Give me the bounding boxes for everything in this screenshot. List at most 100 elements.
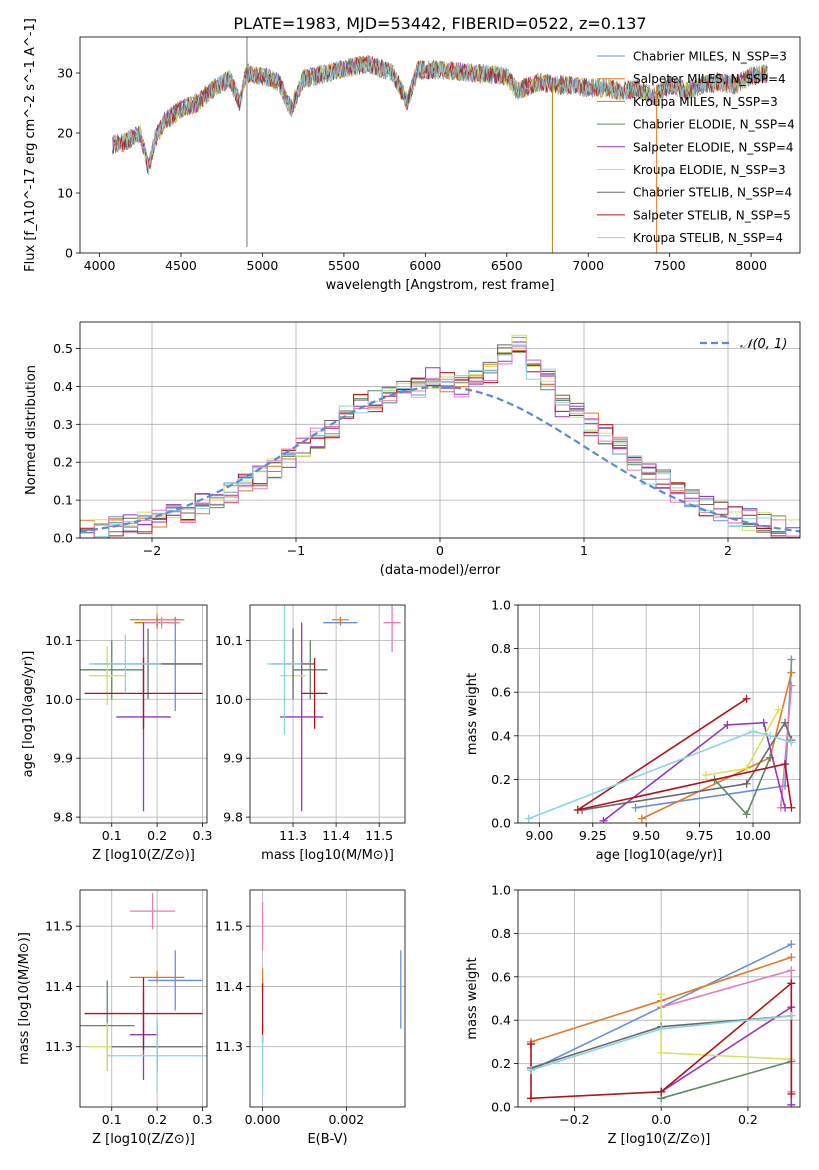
axes-mass-vs-Z: 0.1 0.2 0.3 11.3 11.4 11.5 Z [log10(Z/Z⊙)] mass…	[17, 889, 213, 1147]
x-axis-label: age [log10(age/yr)]	[596, 848, 723, 863]
weight-marker	[573, 805, 582, 814]
weight-marker	[657, 1087, 666, 1096]
y-tick-label: 11.3	[215, 1039, 243, 1054]
axes-mass-vs-EBV: 0.000 0.002 11.3 11.4 11.5 E(B-V)	[215, 889, 406, 1147]
y-tick-label: 0.2	[53, 455, 73, 470]
legend-label: Kroupa MILES, N_SSP=3	[633, 95, 778, 109]
grid-age-vs-Z	[80, 605, 207, 823]
y-axis-label: age [log10(age/yr)]	[21, 651, 36, 778]
grid-age-vs-mass	[250, 605, 405, 823]
axes-residual-histogram: −2 −1 0 1 2 0.0 0.1 0.2 0.3 0.4 0.5 (data-model)/er…	[24, 321, 801, 578]
y-tick-label: 10.0	[215, 692, 243, 707]
grid-mass-weight-vs-age	[518, 604, 800, 824]
axes-frame	[249, 604, 406, 824]
x-axis-label: Z [log10(Z/Z⊙)]	[92, 848, 195, 863]
weight-marker	[781, 760, 790, 769]
y-axis-label: Flux [f_λ10^-17 erg cm^-2 s^-1 A^-1]	[23, 18, 38, 272]
weight-marker	[749, 727, 757, 736]
x-tick-label: 0.002	[328, 1112, 364, 1127]
x-tick-label: 7000	[572, 258, 604, 273]
weight-marker	[787, 655, 796, 664]
y-tick-label: 0.0	[491, 816, 511, 831]
weight-line	[528, 730, 792, 820]
spectrum-line-kroupa-stelib	[112, 54, 768, 175]
weight-marker	[599, 816, 608, 823]
y-tick-label: 11.4	[45, 979, 73, 994]
axes-spectrum: 4000 4500 5000 5500 6000 6500 7000 7500 8000 0 10 2…	[23, 18, 801, 293]
histogram-step	[80, 346, 800, 538]
y-tick-label: 0.2	[491, 772, 511, 787]
weight-marker	[527, 1040, 536, 1049]
plot-area-age-vs-Z	[80, 613, 203, 812]
axes-frame	[249, 889, 406, 1108]
errorbar-point	[301, 658, 328, 729]
weight-marker	[657, 1048, 666, 1057]
x-tick-label: 0.000	[245, 1112, 281, 1127]
weight-line	[660, 969, 793, 1092]
legend-label: Chabrier ELODIE, N_SSP=4	[633, 118, 795, 132]
weight-marker	[787, 966, 796, 975]
weight-marker	[631, 803, 640, 812]
y-tick-label: 11.3	[45, 1039, 73, 1054]
weight-marker	[742, 694, 751, 703]
x-tick-label: 11.4	[322, 828, 350, 843]
errorbar-point	[89, 634, 162, 694]
legend-label: Kroupa ELODIE, N_SSP=3	[633, 163, 786, 177]
weight-marker	[702, 771, 710, 780]
errorbar-point	[80, 640, 144, 700]
weight-marker	[657, 1024, 666, 1033]
legend-label: 𝒩(0, 1)	[740, 337, 787, 352]
x-tick-label: 0.2	[147, 1112, 167, 1127]
axes-frame	[79, 889, 208, 1108]
weight-marker	[787, 738, 796, 747]
x-axis-label: Z [log10(Z/Z⊙)]	[608, 1132, 711, 1147]
grid-mass-weight-vs-Z	[518, 889, 800, 1108]
normal-curve	[80, 385, 800, 533]
errorbar-point	[89, 646, 126, 706]
weight-line	[577, 698, 793, 811]
weight-marker	[787, 1011, 796, 1020]
y-tick-label: 0.8	[491, 926, 511, 941]
x-tick-label: 0.0	[651, 1112, 671, 1127]
figure-title: PLATE=1983, MJD=53442, FIBERID=0522, z=0…	[233, 14, 646, 33]
weight-marker	[759, 718, 768, 727]
axes-mass-weight-vs-age: 9.00 9.25 9.50 9.75 10.00 0.0 0.2 0.4 0.6 0.8 1.0 a…	[465, 598, 801, 863]
weight-line	[660, 1060, 792, 1100]
y-axis-label: mass [log10(M/M⊙)]	[17, 932, 32, 1065]
weight-marker	[787, 681, 796, 690]
y-tick-label: 10.1	[215, 633, 243, 648]
x-tick-label: 9.75	[686, 828, 714, 843]
x-axis-label: Z [log10(Z/Z⊙)]	[92, 1132, 195, 1147]
x-tick-label: 9.50	[632, 828, 660, 843]
y-tick-label: 11.5	[215, 919, 243, 934]
weight-marker	[787, 803, 796, 812]
weight-marker	[787, 1100, 796, 1107]
x-tick-label: 7500	[654, 258, 686, 273]
legend-label: Chabrier STELIB, N_SSP=4	[633, 186, 792, 200]
weight-marker	[527, 1066, 536, 1075]
x-axis-label: wavelength [Angstrom, rest frame]	[326, 278, 555, 293]
errorbar-point	[129, 893, 176, 930]
y-tick-label: 0.8	[491, 641, 511, 656]
y-axis-label: mass weight	[465, 957, 480, 1039]
weight-marker	[787, 940, 796, 949]
errorbar-point	[143, 616, 180, 629]
x-tick-label: 4500	[165, 258, 197, 273]
x-tick-label: 0.2	[738, 1112, 758, 1127]
x-tick-label: 0.3	[193, 1112, 213, 1127]
x-tick-label: 0.1	[102, 828, 122, 843]
x-tick-label: 0.2	[147, 828, 167, 843]
x-tick-label: 5000	[247, 258, 279, 273]
x-tick-label: 1	[580, 543, 588, 558]
weight-line	[581, 720, 793, 811]
errorbar-point	[84, 658, 203, 729]
axes-frame	[79, 604, 208, 824]
weight-line	[780, 685, 793, 808]
x-tick-label: 4000	[84, 258, 116, 273]
weight-line	[713, 757, 771, 816]
weight-marker	[742, 764, 751, 773]
spectrum-legend: Chabrier MILES, N_SSP=3 Salpeter MILES, N…	[597, 50, 795, 245]
weight-marker	[723, 720, 732, 729]
weight-marker	[524, 814, 533, 823]
y-tick-label: 0.1	[53, 493, 73, 508]
